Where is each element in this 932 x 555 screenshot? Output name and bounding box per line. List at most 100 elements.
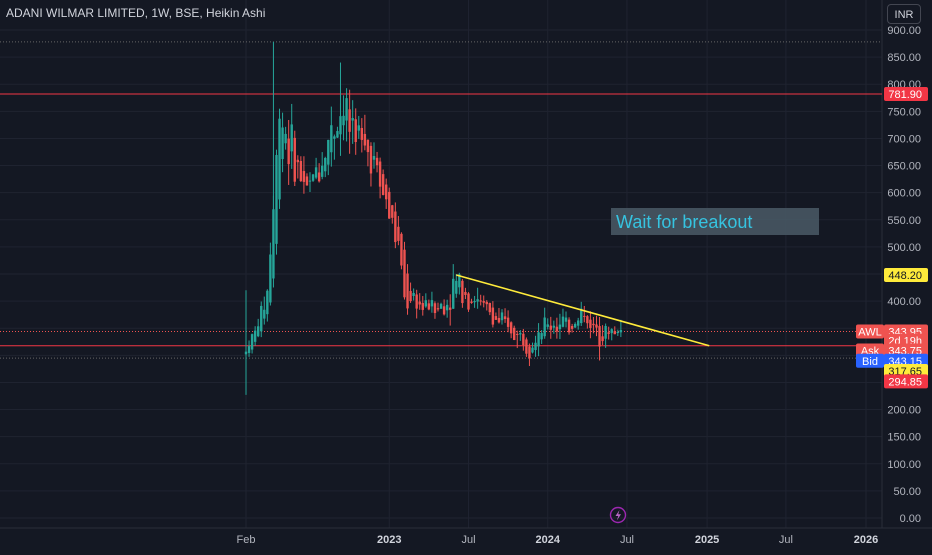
candle-body — [369, 145, 373, 174]
candle-body — [619, 330, 623, 333]
candle-body — [348, 109, 351, 132]
candle-body — [397, 226, 400, 241]
y-tick-label: 400.00 — [887, 296, 921, 308]
lightning-icon-bolt — [615, 510, 621, 521]
candle-body — [381, 174, 385, 195]
side-tag-text: AWL — [858, 327, 881, 339]
x-tick-label: 2025 — [695, 534, 719, 546]
candle-body — [388, 191, 391, 219]
candle-body — [424, 300, 428, 307]
candle-body — [278, 118, 281, 200]
candle-body — [601, 336, 604, 342]
price-label — [884, 374, 928, 389]
candle-body — [384, 184, 388, 200]
candle-body — [296, 159, 300, 163]
candle-body — [485, 301, 488, 305]
candle-body — [345, 98, 348, 121]
candle-body — [391, 205, 394, 218]
y-tick-label: 650.00 — [887, 161, 921, 173]
candle-body — [604, 325, 607, 339]
lightning-icon[interactable] — [609, 506, 627, 524]
candle-body — [433, 303, 437, 314]
candle-body — [305, 176, 309, 186]
candle-body — [573, 323, 577, 328]
x-tick-label: 2023 — [377, 534, 401, 546]
candle-body — [503, 316, 507, 320]
candle-body — [427, 303, 431, 310]
candle-body — [476, 299, 479, 302]
candle-body — [311, 174, 315, 181]
y-tick-label: 900.00 — [887, 25, 921, 37]
y-tick-label: 500.00 — [887, 242, 921, 254]
candle-body — [479, 300, 482, 302]
candle-body — [506, 317, 510, 327]
candle-body — [324, 158, 327, 172]
trendline[interactable] — [456, 274, 710, 347]
candle-body — [583, 315, 586, 317]
candle-body — [360, 127, 364, 140]
x-tick-label: 2024 — [535, 534, 560, 546]
annotation-box[interactable] — [611, 208, 819, 235]
candle-body — [497, 317, 501, 323]
candle-body — [439, 303, 443, 309]
price-label — [884, 267, 928, 282]
x-tick-label: Feb — [237, 534, 256, 546]
annotation-text: Wait for breakout — [616, 212, 752, 232]
time-axis[interactable]: Feb 2023 Jul 2024 Jul 2025 Jul 2026 — [237, 534, 879, 546]
candle-body — [284, 133, 287, 144]
candle-body — [320, 165, 324, 177]
candle-body — [266, 290, 269, 315]
price-label-text: 781.90 — [888, 89, 922, 101]
candle-body — [418, 301, 421, 305]
currency-button[interactable]: INR — [887, 4, 921, 24]
candle-body — [455, 280, 458, 294]
candle-body — [275, 154, 278, 244]
candle-body — [525, 339, 528, 354]
candle-body — [488, 303, 492, 313]
candle-body — [302, 171, 306, 182]
horizontal-lines — [0, 41, 882, 359]
candle-body — [598, 326, 601, 347]
x-tick-label: Jul — [461, 534, 475, 546]
price-label-text: 448.20 — [888, 270, 922, 282]
candle-body — [363, 133, 367, 146]
candle-body — [333, 136, 336, 139]
candle-body — [509, 322, 513, 334]
candle-body — [616, 332, 620, 334]
candle-body — [372, 155, 376, 160]
y-tick-label: 0.00 — [900, 513, 921, 525]
candle-body — [570, 325, 574, 329]
candle-body — [403, 249, 406, 298]
candle-body — [607, 332, 610, 334]
candle-body — [546, 324, 549, 327]
candle-body — [442, 306, 446, 315]
candle-body — [464, 291, 467, 295]
candle-body — [610, 329, 613, 334]
candle-body — [458, 274, 461, 288]
y-tick-label: 100.00 — [887, 459, 921, 471]
candle-body — [567, 319, 571, 333]
side-tag — [856, 353, 884, 368]
annotation-layer: Wait for breakout — [611, 208, 819, 235]
candle-body — [378, 161, 382, 187]
y-tick-label: 550.00 — [887, 215, 921, 227]
candle-body — [555, 326, 559, 332]
x-tick-label: 2026 — [854, 534, 878, 546]
candle-body — [564, 317, 568, 322]
candle-body — [375, 157, 379, 166]
candle-body — [531, 347, 534, 353]
candle-body — [534, 342, 537, 351]
candle-body — [577, 320, 580, 326]
y-tick-label: 750.00 — [887, 106, 921, 118]
y-tick-label: 700.00 — [887, 133, 921, 145]
candle-body — [528, 346, 531, 359]
candle-body — [256, 326, 260, 337]
candle-body — [366, 139, 370, 153]
price-label-text: 294.85 — [888, 376, 922, 388]
candle-body — [445, 304, 449, 311]
trendline-layer — [456, 274, 710, 347]
candle-body — [409, 290, 412, 302]
